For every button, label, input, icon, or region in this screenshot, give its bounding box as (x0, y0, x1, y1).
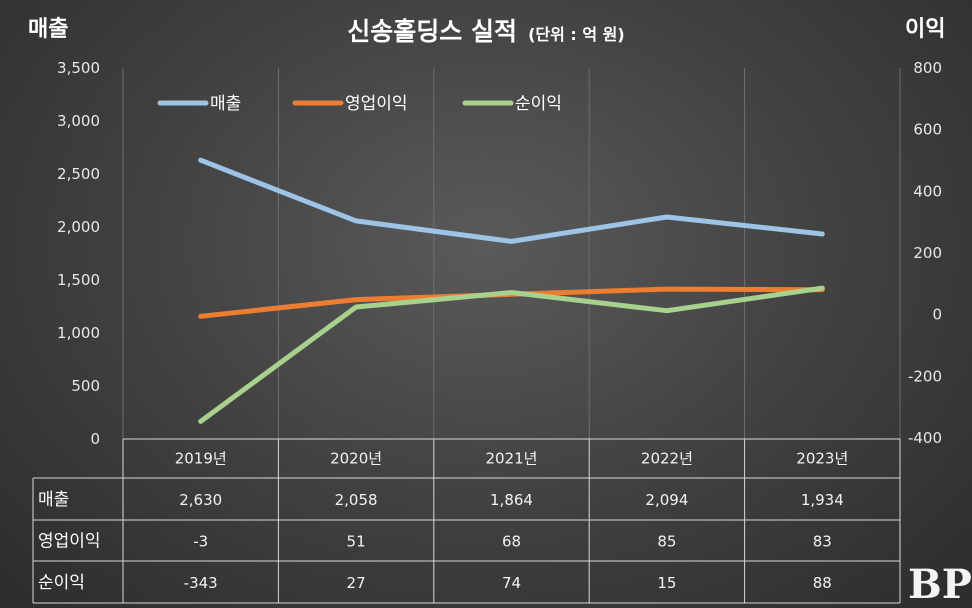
table-cell: 27 (347, 574, 366, 592)
left-tick-label: 2,000 (57, 218, 100, 236)
category-label: 2022년 (641, 450, 693, 468)
right-tick-label: 400 (913, 182, 942, 200)
table-cell: 1,864 (490, 491, 533, 509)
table-row-label: 매출 (38, 490, 69, 510)
table-cell: 83 (813, 533, 832, 551)
left-ticks: 3,500 3,000 2,500 2,000 1,500 1,000 500 0 (57, 59, 100, 448)
table-cell: 88 (813, 574, 832, 592)
right-tick-label: 600 (913, 121, 942, 139)
series-line (198, 285, 825, 424)
category-label: 2019년 (175, 450, 227, 468)
table-cell: 2,058 (335, 491, 378, 509)
left-tick-label: 2,500 (57, 165, 100, 183)
category-label: 2023년 (796, 450, 848, 468)
table-cell: 2,630 (179, 491, 222, 509)
series-lines (198, 157, 825, 424)
right-tick-label: -200 (908, 367, 942, 385)
chart-title-main: 신송홀딩스 실적 (347, 17, 517, 46)
category-label: 2021년 (486, 450, 538, 468)
chart-unit: (단위 : 억 원) (528, 25, 625, 44)
table-cell: -343 (184, 574, 218, 592)
right-tick-label: -400 (908, 429, 942, 447)
right-axis-label: 이익 (905, 17, 945, 42)
table-row-label: 순이익 (38, 573, 85, 593)
table-cell: 74 (502, 574, 521, 592)
table-cell: 15 (657, 574, 676, 592)
left-tick-label: 3,000 (57, 112, 100, 130)
table-cell: -3 (193, 533, 208, 551)
table-cell: 68 (502, 533, 521, 551)
grid (122, 68, 901, 439)
bp-logo: BP (908, 561, 972, 608)
left-axis-label: 매출 (28, 17, 68, 42)
right-tick-label: 0 (932, 306, 942, 324)
table-cell: 85 (657, 533, 676, 551)
right-tick-label: 200 (913, 244, 942, 262)
left-tick-label: 3,500 (57, 59, 100, 77)
legend: 매출 영업이익 순이익 (157, 94, 562, 114)
right-ticks: 800 600 400 200 0 -200 -400 (908, 59, 942, 447)
legend-label: 영업이익 (345, 94, 408, 114)
table-cell: 1,934 (801, 491, 844, 509)
left-tick-label: 500 (71, 377, 100, 395)
table-cell: 51 (347, 533, 366, 551)
chart-title: 신송홀딩스 실적 (단위 : 억 원) (347, 17, 624, 46)
left-tick-label: 0 (90, 430, 100, 448)
table-row-label: 영업이익 (38, 532, 101, 552)
series-line (198, 157, 825, 244)
left-tick-label: 1,500 (57, 271, 100, 289)
category-label: 2020년 (330, 450, 382, 468)
legend-label: 매출 (210, 94, 241, 114)
right-tick-label: 800 (913, 59, 942, 77)
legend-label: 순이익 (515, 94, 562, 114)
table-cell: 2,094 (645, 491, 688, 509)
left-tick-label: 1,000 (57, 324, 100, 342)
